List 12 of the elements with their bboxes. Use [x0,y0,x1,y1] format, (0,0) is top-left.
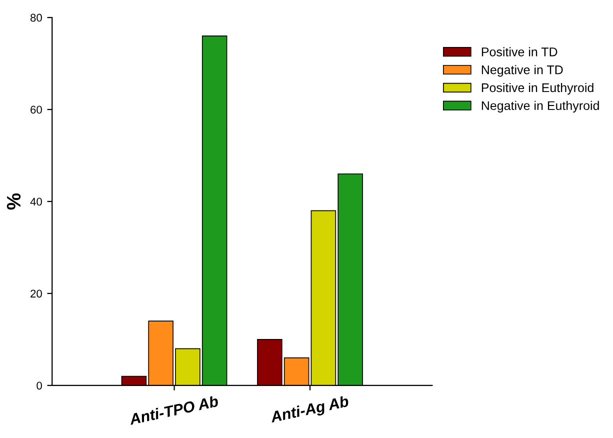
legend-label: Positive in TD [482,47,558,56]
y-axis-title: % [6,193,21,210]
legend-label: Negative in Euthyroid [482,100,599,113]
legend-label: Positive in Euthyroid [482,82,594,95]
y-tick-label: 20 [30,290,42,298]
y-tick-label: 0 [36,382,42,390]
y-tick-label: 80 [30,14,42,22]
x-tick-label: Anti-Ag Ab [269,395,350,426]
x-tick-label: Anti-TPO Ab [128,395,219,425]
y-tick-label: 40 [30,198,42,206]
legend-label: Negative in TD [482,65,563,77]
y-tick-label: 60 [30,106,42,114]
